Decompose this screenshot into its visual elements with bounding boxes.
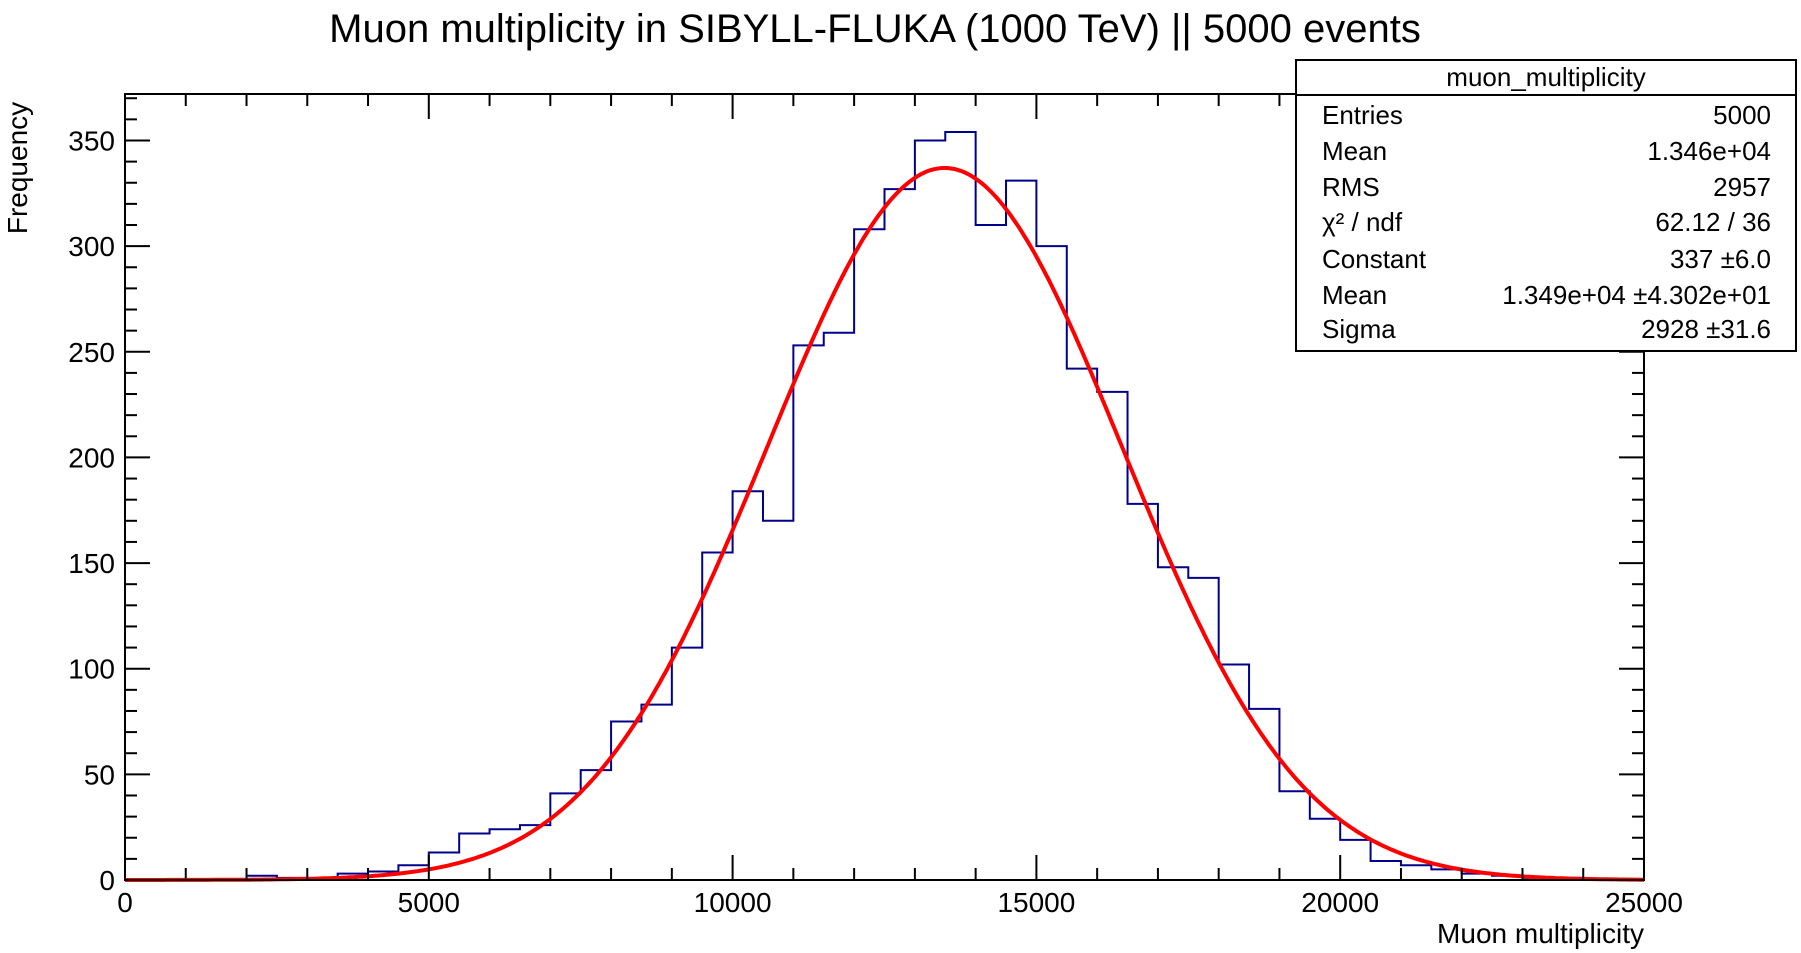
histogram-bin — [520, 825, 550, 880]
stats-box-frame — [1295, 59, 1797, 352]
y-tick-label: 250 — [68, 337, 115, 368]
y-tick-label: 200 — [68, 442, 115, 473]
histogram-bin — [976, 225, 1006, 880]
histogram-bin — [1158, 567, 1188, 880]
histogram-bin — [1310, 819, 1340, 880]
stat-value-fit-mean: 1.349e+04 ±4.302e+01 — [1502, 280, 1771, 310]
plot-frame — [124, 93, 1645, 881]
x-tick-label: 20000 — [1301, 887, 1379, 918]
x-tick-label: 0 — [117, 887, 133, 918]
histogram-bin — [824, 333, 854, 880]
stat-value-entries: 5000 — [1713, 100, 1771, 130]
stat-value-rms: 2957 — [1713, 172, 1771, 202]
x-axis-title: Muon multiplicity — [1437, 918, 1644, 949]
histogram-bin — [1401, 865, 1431, 880]
histogram-bin — [854, 229, 884, 880]
stat-value-chi2-ndf: 62.12 / 36 — [1655, 207, 1771, 237]
y-tick-label: 100 — [68, 654, 115, 685]
plot-area: 0 50 100 150 200 250 300 350 0 5000 10000 15000 2000… — [68, 93, 1683, 918]
histogram-bin — [763, 521, 793, 880]
histogram-bin — [1340, 840, 1370, 880]
stat-label-constant: Constant — [1322, 244, 1427, 274]
stat-label-chi2-ndf: χ² / ndf — [1322, 207, 1403, 237]
histogram-series — [125, 131, 1644, 881]
stat-label-mean: Mean — [1322, 136, 1387, 166]
y-tick-label: 0 — [99, 865, 115, 896]
x-tick-label: 25000 — [1605, 887, 1683, 918]
histogram-bin — [490, 829, 520, 880]
histogram-bin — [1249, 709, 1279, 880]
stats-box-title: muon_multiplicity — [1446, 62, 1645, 92]
stat-label-fit-mean: Mean — [1322, 280, 1387, 310]
y-tick-label: 300 — [68, 231, 115, 262]
y-tick-label: 150 — [68, 548, 115, 579]
histogram-bin — [1128, 504, 1158, 880]
histogram-bin — [702, 553, 732, 881]
histogram-bin — [1036, 246, 1066, 880]
stat-label-entries: Entries — [1322, 100, 1403, 130]
y-axis-title: Frequency — [2, 102, 33, 234]
stat-label-rms: RMS — [1322, 172, 1380, 202]
histogram-bin — [1067, 369, 1097, 880]
histogram-bin — [672, 648, 702, 880]
y-tick-label: 50 — [84, 759, 115, 790]
stat-label-sigma: Sigma — [1322, 314, 1396, 344]
histogram-bin — [611, 722, 641, 880]
histogram-bin — [1371, 861, 1401, 880]
chart-title: Muon multiplicity in SIBYLL-FLUKA (1000 … — [329, 7, 1421, 51]
histogram-bin — [733, 491, 763, 880]
x-tick-label: 15000 — [997, 887, 1075, 918]
histogram-bin — [793, 345, 823, 880]
x-tick-label: 10000 — [694, 887, 772, 918]
histogram-bin — [1006, 181, 1036, 880]
histogram-bin — [1188, 578, 1218, 880]
histogram-bin — [915, 140, 945, 880]
fit-curve — [125, 166, 1644, 882]
stat-value-mean: 1.346e+04 — [1647, 136, 1771, 166]
histogram-bin — [885, 189, 915, 880]
histogram-bin — [1431, 869, 1461, 880]
histogram-bin — [641, 705, 671, 880]
stats-box: muon_multiplicity Entries 5000 Mean 1.34… — [1295, 59, 1797, 352]
histogram-bin — [1097, 392, 1127, 880]
stat-value-sigma: 2928 ±31.6 — [1641, 314, 1771, 344]
histogram-bin — [945, 132, 975, 880]
histogram-bin — [1219, 664, 1249, 880]
stat-value-constant: 337 ±6.0 — [1670, 244, 1771, 274]
y-tick-label: 350 — [68, 125, 115, 156]
x-tick-label: 5000 — [398, 887, 460, 918]
histogram-bin — [1279, 791, 1309, 880]
